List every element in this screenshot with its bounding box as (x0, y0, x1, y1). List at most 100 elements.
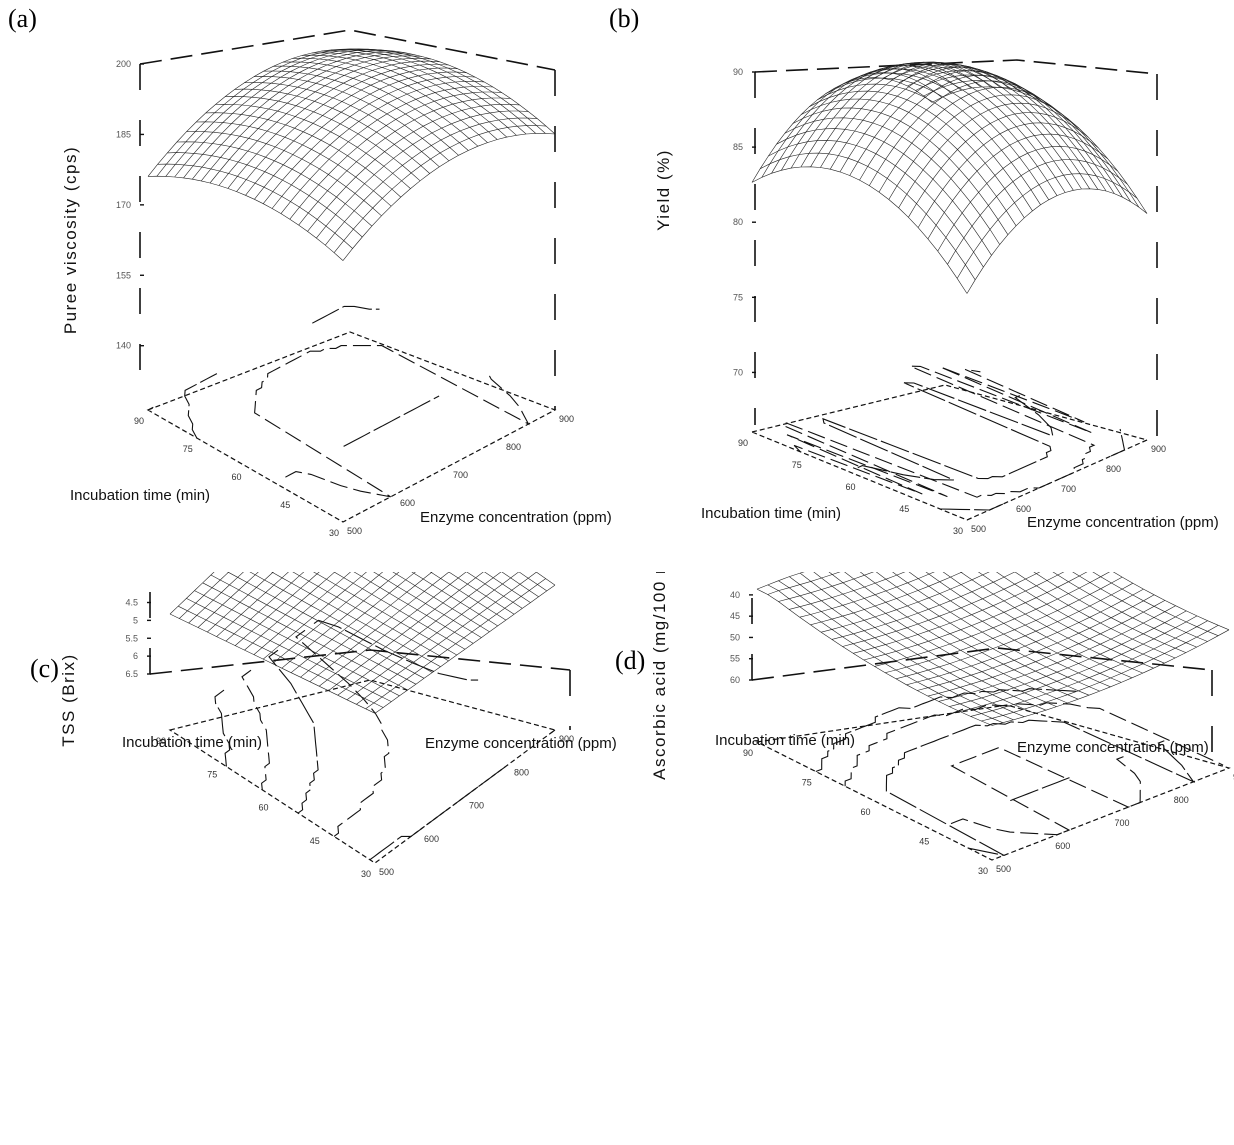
surface-mesh-line (760, 152, 976, 280)
y-axis-label: Ascorbic acid (mg/100 mL) (650, 572, 669, 780)
z-tick-label: 70 (733, 367, 743, 377)
contour-line (214, 689, 231, 767)
surface-mesh-line (1112, 572, 1230, 631)
surface-mesh-line (342, 133, 556, 261)
surface-mesh-line (373, 572, 482, 638)
contour-line (885, 719, 1196, 856)
y-axis-label: TSS (Brix) (59, 653, 78, 746)
panel-label: (d) (615, 646, 646, 675)
surface-mesh-line (156, 48, 369, 177)
contour-line (783, 365, 1096, 498)
surface-mesh-line (147, 175, 344, 261)
surface-mesh-line (1014, 572, 1176, 659)
contour-line (268, 649, 319, 814)
enzyme-tick-label: 800 (506, 442, 521, 452)
surface-mesh-line (767, 572, 841, 595)
surface-mesh-line (761, 72, 942, 178)
z-tick-label: 6 (133, 651, 138, 661)
enzyme-tick-label: 700 (1061, 484, 1076, 494)
surface-mesh-line (942, 572, 1133, 679)
surface-mesh-line (821, 572, 990, 633)
surface-mesh-line (331, 49, 527, 135)
surface-mesh-line (792, 107, 1009, 235)
surface-mesh-line (179, 572, 230, 619)
time-tick-label: 30 (978, 866, 988, 876)
surface-mesh-line (235, 572, 320, 646)
surface-mesh-line (810, 572, 963, 626)
surface-mesh-line (282, 61, 479, 147)
surface-mesh-line (977, 572, 1154, 669)
surface-mesh-line (790, 63, 972, 169)
enzyme-tick-label: 700 (1115, 818, 1130, 828)
surface-mesh-line (484, 572, 531, 603)
surface-mesh-line (207, 572, 274, 633)
contour-line (147, 406, 154, 411)
enzyme-tick-label: 900 (559, 414, 574, 424)
z-tick-label: 140 (116, 341, 131, 351)
surface-mesh-line (244, 572, 336, 651)
surface-mesh-line (289, 91, 502, 220)
surface-mesh-line (956, 173, 1138, 279)
base-plane (168, 679, 557, 864)
surface-mesh-line (751, 166, 968, 294)
surface-mesh-line (300, 572, 433, 678)
surface-mesh-line (298, 97, 511, 226)
surface-mesh-line (1092, 572, 1219, 636)
surface-mesh-line (820, 62, 1001, 168)
contour-line (254, 345, 530, 498)
z-tick-label: 170 (116, 200, 131, 210)
box-top-frame (139, 29, 556, 71)
surface-mesh-line (817, 83, 1033, 212)
z-tick-label: 45 (730, 611, 740, 621)
surface-mesh-line (165, 48, 378, 177)
contour-line (295, 629, 556, 837)
surface-mesh-line (960, 572, 1143, 674)
surface-mesh-line (188, 572, 244, 624)
surface-mesh-line (411, 572, 498, 627)
surface-mesh-line (844, 572, 1068, 704)
surface-mesh-line (253, 572, 351, 655)
surface-mesh-line (359, 49, 556, 135)
y-axis-label: Puree viscosity (cps) (61, 146, 80, 334)
surface-plot-svg: 60555045409075604530500600700800900Ascor… (650, 572, 1234, 876)
surface-mesh-line (218, 58, 431, 186)
enzyme-tick-label: 800 (1174, 795, 1189, 805)
chart-panel-b: 90 85 80 75 70 90 75 60 45 30 500 600 700 800 900 Yield… (609, 0, 1234, 572)
contour-line (313, 619, 506, 861)
surface-mesh-line (340, 48, 536, 134)
surface-mesh-line (157, 163, 353, 249)
z-tick-label: 55 (730, 654, 740, 664)
x-axis-label: Incubation time (min) (122, 734, 262, 751)
contour-line (950, 746, 1141, 836)
contour-line (822, 382, 1054, 481)
surface-mesh-line (938, 605, 1176, 702)
surface-mesh-line (925, 572, 1122, 683)
surface-mesh-line (859, 572, 1079, 700)
surface-mesh-line (781, 65, 962, 171)
surface-mesh-line (756, 572, 805, 590)
surface-mesh-line (316, 110, 529, 239)
surface-mesh-line (892, 572, 1100, 692)
surface-mesh-line (535, 572, 556, 586)
surface-mesh-line (216, 572, 289, 637)
box-top-frame (754, 59, 1158, 75)
surface-mesh-line (466, 572, 523, 609)
enzyme-tick-label: 600 (1016, 504, 1031, 514)
x-axis-label: Incubation time (min) (701, 505, 841, 522)
surface-mesh-line (949, 610, 1187, 707)
z-tick-label: 40 (730, 590, 740, 600)
surface-mesh-line (272, 572, 384, 664)
x-axis-label: Incubation time (min) (70, 487, 210, 504)
surface-mesh-line (907, 70, 1123, 198)
z-tick-label: 185 (116, 129, 131, 139)
contour-line (940, 428, 1126, 511)
surface-mesh-line (908, 112, 1089, 218)
enzyme-tick-label: 500 (996, 864, 1011, 874)
surface-mesh-line (888, 94, 1069, 200)
surface-mesh-line (197, 572, 259, 628)
surface-mesh-line (448, 572, 515, 615)
surface-mesh-line (778, 572, 875, 602)
surface-mesh-line (333, 572, 466, 650)
z-tick-label: 155 (116, 270, 131, 280)
base-plane (755, 704, 1231, 861)
